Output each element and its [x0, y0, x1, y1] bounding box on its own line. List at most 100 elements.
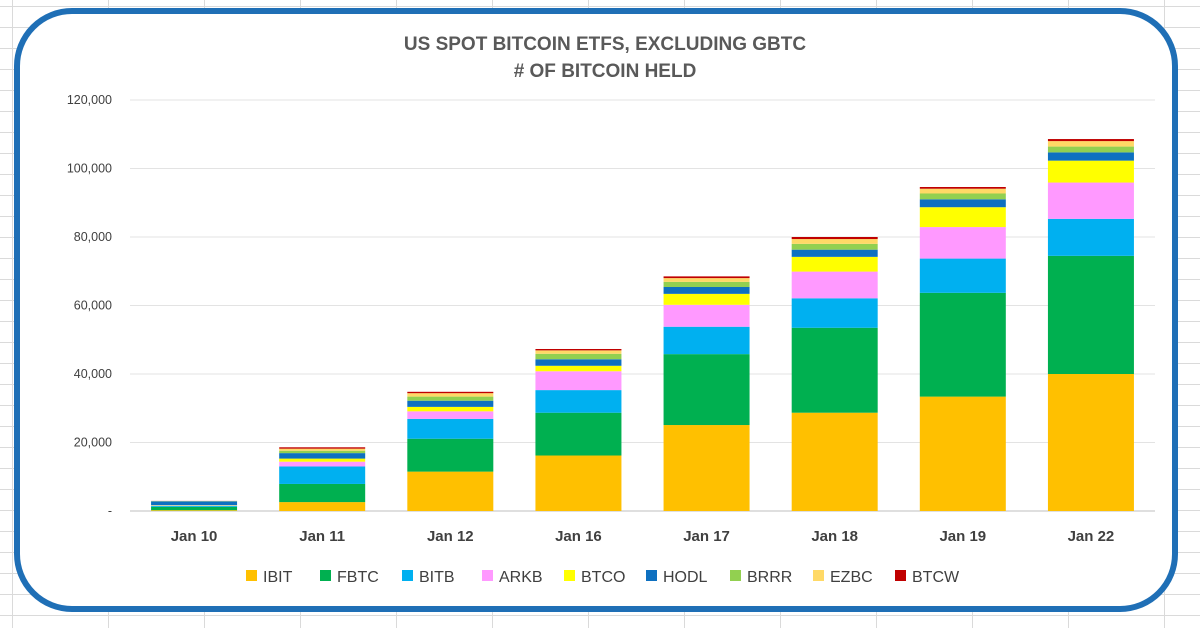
x-category-label: Jan 11 — [299, 528, 345, 545]
bar-segment-ezbc — [1047, 141, 1134, 147]
bar-segment-bitb — [407, 418, 494, 439]
x-category-label: Jan 22 — [1068, 528, 1115, 545]
bar-segment-bitb — [279, 466, 366, 484]
bar-segment-btcw — [1047, 139, 1134, 142]
bar-segment-fbtc — [791, 327, 878, 413]
bar-segment-ibit — [1047, 374, 1134, 511]
bar-segment-brrr — [279, 450, 366, 454]
bar-segment-btcw — [407, 391, 494, 394]
bar-segment-brrr — [919, 193, 1006, 200]
bar-segment-btco — [1047, 160, 1134, 183]
bars — [151, 139, 1134, 511]
bar-segment-bitb — [151, 505, 238, 507]
legend-swatch-btco — [564, 570, 575, 581]
legend-swatch-hodl — [646, 570, 657, 581]
y-tick-label: 100,000 — [67, 162, 112, 176]
chart-title-line-1: US SPOT BITCOIN ETFS, EXCLUDING GBTC — [404, 34, 806, 55]
bar-segment-brrr — [407, 396, 494, 401]
bar-segment-brrr — [1047, 146, 1134, 153]
bar-segment-fbtc — [919, 292, 1006, 397]
x-axis-category-labels: Jan 10 Jan 11 Jan 12 Jan 16 Jan 17 Jan 18 Jan … — [171, 528, 1115, 545]
legend-label-ezbc: EZBC — [830, 569, 873, 586]
x-category-label: Jan 10 — [171, 528, 218, 545]
bar-segment-ibit — [535, 455, 622, 511]
bar-segment-hodl — [407, 400, 494, 407]
legend-swatch-arkb — [482, 570, 493, 581]
bar-segment-arkb — [919, 227, 1006, 259]
bar-segment-fbtc — [663, 354, 750, 426]
bar-segment-btco — [407, 406, 494, 412]
legend-label-fbtc: FBTC — [337, 569, 379, 586]
bar-segment-fbtc — [535, 412, 622, 456]
legend-label-hodl: HODL — [663, 569, 708, 586]
y-tick-label: 60,000 — [74, 299, 112, 313]
bar-segment-bitb — [535, 390, 622, 413]
legend-swatch-ezbc — [813, 570, 824, 581]
bar-segment-hodl — [1047, 152, 1134, 161]
bar-segment-btco — [535, 365, 622, 372]
legend-swatch-brrr — [730, 570, 741, 581]
bar-segment-arkb — [535, 371, 622, 391]
legend: IBIT FBTC BITB ARKB BTCO HODL BRRR EZBC BTCW — [246, 569, 960, 586]
bar-segment-arkb — [279, 461, 366, 467]
bar-segment-ezbc — [791, 239, 878, 244]
bar-segment-bitb — [1047, 218, 1134, 256]
bar-segment-fbtc — [151, 506, 238, 511]
legend-label-ibit: IBIT — [263, 569, 293, 586]
y-tick-label: 20,000 — [74, 436, 112, 450]
bar-segment-arkb — [791, 271, 878, 299]
legend-label-btco: BTCO — [581, 569, 625, 586]
bar-segment-btcw — [663, 276, 750, 279]
bar-segment-bitb — [663, 326, 750, 355]
bar-segment-btcw — [279, 447, 366, 449]
y-tick-label: 120,000 — [67, 93, 112, 107]
chart-title-line-2: # OF BITCOIN HELD — [514, 61, 697, 82]
bar-segment-ezbc — [407, 393, 494, 397]
y-tick-label: - — [108, 504, 112, 518]
bar-segment-arkb — [663, 304, 750, 327]
legend-label-brrr: BRRR — [747, 569, 792, 586]
bar-segment-bitb — [919, 258, 1006, 293]
bar-segment-ibit — [663, 425, 750, 511]
legend-label-bitb: BITB — [419, 569, 455, 586]
bar-segment-hodl — [151, 501, 238, 506]
bar-segment-ezbc — [535, 350, 622, 354]
bar-segment-hodl — [791, 249, 878, 257]
bar-segment-fbtc — [407, 438, 494, 472]
legend-swatch-bitb — [402, 570, 413, 581]
legend-swatch-ibit — [246, 570, 257, 581]
bar-segment-arkb — [407, 411, 494, 419]
bar-segment-btco — [663, 293, 750, 305]
legend-swatch-btcw — [895, 570, 906, 581]
x-category-label: Jan 16 — [555, 528, 602, 545]
bar-segment-fbtc — [1047, 255, 1134, 374]
bar-segment-bitb — [791, 298, 878, 328]
y-tick-label: 80,000 — [74, 230, 112, 244]
bar-segment-brrr — [663, 281, 750, 288]
bar-segment-ibit — [919, 396, 1006, 511]
bar-segment-btcw — [919, 186, 1006, 189]
bar-segment-fbtc — [279, 483, 366, 503]
legend-swatch-fbtc — [320, 570, 331, 581]
legend-label-arkb: ARKB — [499, 569, 543, 586]
y-tick-label: 40,000 — [74, 367, 112, 381]
bar-segment-ibit — [279, 502, 366, 511]
legend-label-btcw: BTCW — [912, 569, 960, 586]
y-axis-tick-labels: - 20,000 40,000 60,000 80,000 100,000 120,000 — [67, 93, 112, 518]
x-category-label: Jan 12 — [427, 528, 474, 545]
bar-segment-ezbc — [279, 448, 366, 451]
bar-segment-ibit — [151, 510, 238, 511]
bar-segment-ibit — [407, 471, 494, 511]
x-category-label: Jan 18 — [811, 528, 858, 545]
bar-segment-btcw — [535, 348, 622, 351]
bar-segment-btco — [791, 256, 878, 272]
bar-segment-hodl — [919, 199, 1006, 208]
bar-segment-brrr — [535, 353, 622, 360]
bar-segment-btco — [279, 458, 366, 462]
bar-segment-brrr — [791, 243, 878, 250]
bar-segment-ibit — [791, 412, 878, 511]
bar-segment-ezbc — [919, 188, 1006, 194]
bar-segment-hodl — [279, 453, 366, 459]
bar-segment-hodl — [663, 287, 750, 294]
